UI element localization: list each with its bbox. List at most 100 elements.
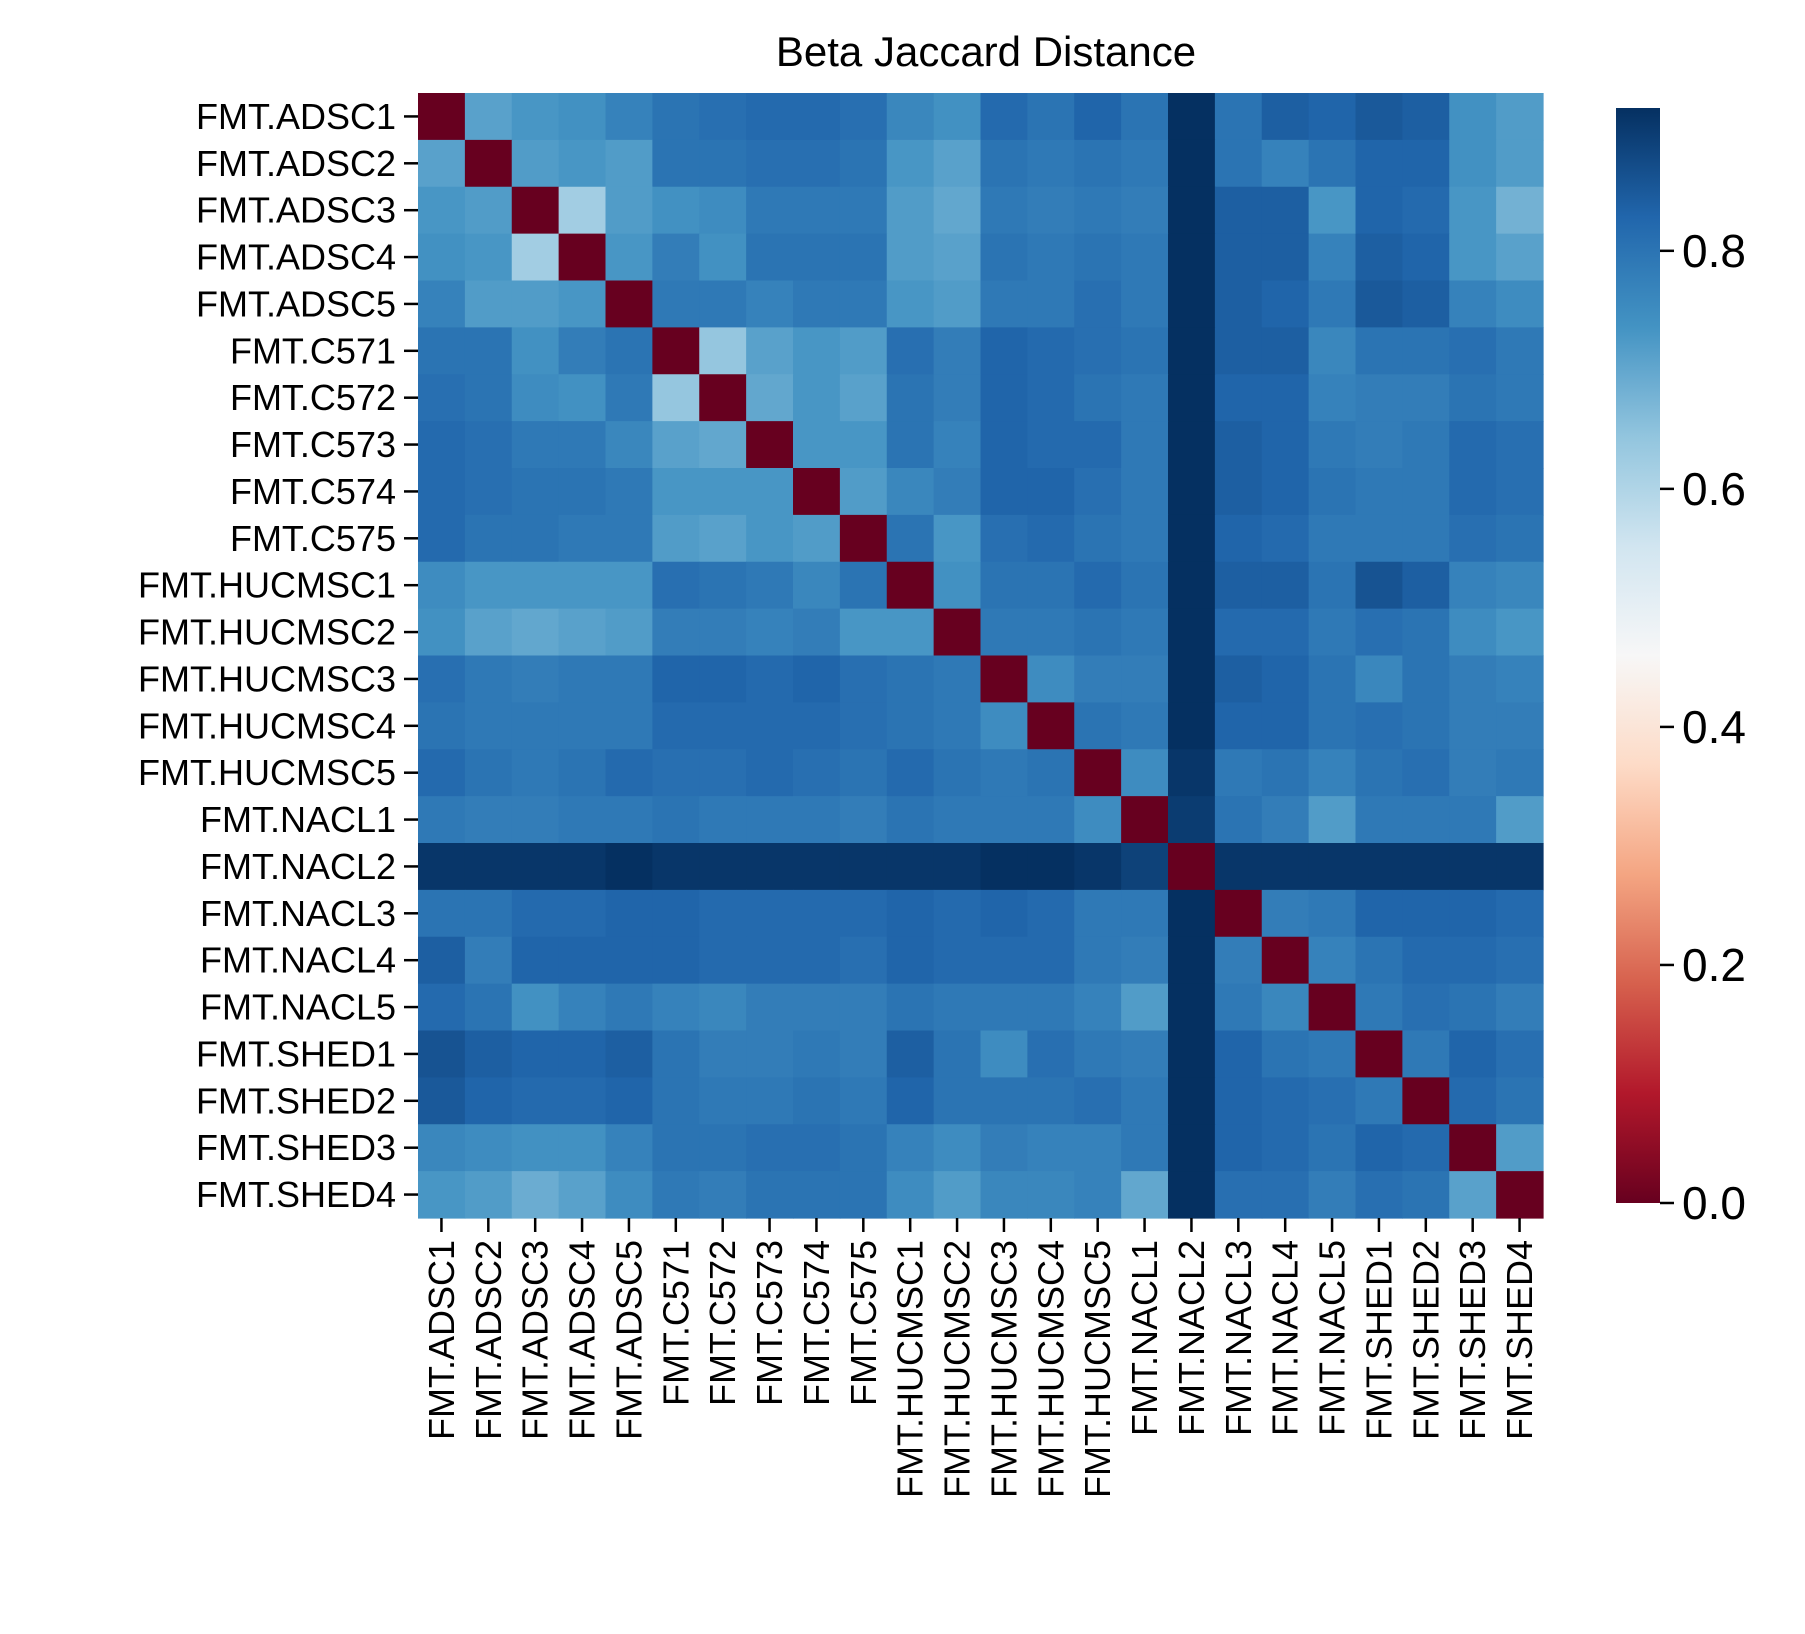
heatmap-cell — [746, 655, 794, 703]
heatmap-cell — [1121, 1030, 1169, 1078]
heatmap-cell — [1402, 374, 1450, 422]
heatmap-cell — [1402, 889, 1450, 938]
y-tick-label: FMT.SHED2 — [196, 1080, 396, 1121]
heatmap-cell — [1214, 421, 1263, 469]
heatmap-cell — [886, 374, 935, 422]
heatmap-cell — [1449, 983, 1497, 1032]
heatmap-cell — [699, 749, 747, 797]
heatmap-cell — [1355, 280, 1403, 328]
heatmap-cell — [1027, 936, 1075, 985]
heatmap-cell — [1402, 702, 1450, 750]
heatmap-cell — [839, 983, 888, 1032]
heatmap-cell — [746, 374, 794, 422]
heatmap-cell — [1355, 1171, 1403, 1219]
heatmap-cells — [418, 93, 1544, 1219]
heatmap-cell — [699, 843, 747, 891]
y-axis: FMT.ADSC1 FMT.ADSC2 FMT.ADSC3 FMT.ADSC4 FMT.… — [138, 96, 418, 1215]
y-tick-label: FMT.NACL3 — [200, 893, 396, 934]
heatmap-cell — [1308, 514, 1357, 563]
heatmap-cell — [511, 468, 560, 516]
x-tick-label: FMT.HUCMSC3 — [983, 1240, 1024, 1498]
heatmap-cell — [418, 749, 466, 797]
heatmap-cell — [793, 749, 841, 797]
heatmap-cell — [793, 421, 841, 469]
heatmap-cell — [1308, 983, 1357, 1032]
heatmap-cell — [1308, 561, 1357, 610]
heatmap-cell — [1449, 1077, 1497, 1125]
heatmap-cell — [1355, 608, 1403, 657]
heatmap-cell — [933, 1171, 982, 1219]
heatmap-cell — [1449, 796, 1497, 844]
heatmap-cell — [1402, 749, 1450, 797]
heatmap-cell — [746, 1077, 794, 1125]
heatmap-cell — [1168, 468, 1216, 516]
heatmap-cell — [1496, 608, 1544, 657]
colorbar-tick-label: 0.0 — [1682, 1177, 1746, 1229]
heatmap-cell — [1214, 93, 1263, 141]
heatmap-cell — [511, 139, 560, 188]
heatmap-cell — [418, 327, 466, 375]
heatmap-cell — [558, 233, 607, 282]
heatmap-cell — [1121, 843, 1169, 891]
heatmap-cell — [1074, 280, 1122, 328]
heatmap-cell — [1496, 749, 1544, 797]
heatmap-cell — [1449, 843, 1497, 891]
heatmap-cell — [558, 514, 607, 563]
heatmap-cell — [793, 374, 841, 422]
heatmap-cell — [1168, 608, 1216, 657]
heatmap-cell — [839, 749, 888, 797]
heatmap-cell — [605, 280, 653, 328]
heatmap-cell — [652, 93, 700, 141]
heatmap-cell — [1261, 468, 1310, 516]
heatmap-cell — [1214, 561, 1263, 610]
heatmap-cell — [418, 421, 466, 469]
heatmap-cell — [839, 280, 888, 328]
heatmap-cell — [558, 655, 607, 703]
heatmap-cell — [839, 1124, 888, 1172]
heatmap-cell — [933, 327, 982, 375]
y-tick-label: FMT.NACL1 — [200, 799, 396, 840]
heatmap-cell — [558, 983, 607, 1032]
heatmap-cell — [1496, 843, 1544, 891]
heatmap-cell — [558, 93, 607, 141]
heatmap-cell — [605, 843, 653, 891]
heatmap-cell — [605, 1171, 653, 1219]
heatmap-cell — [1121, 1171, 1169, 1219]
x-tick-label: FMT.NACL1 — [1124, 1240, 1165, 1436]
heatmap-cell — [1168, 936, 1216, 985]
heatmap-cell — [1027, 139, 1075, 188]
heatmap-cell — [605, 186, 653, 235]
x-tick-label: FMT.ADSC3 — [515, 1240, 556, 1440]
heatmap-cell — [1496, 139, 1544, 188]
heatmap-cell — [746, 1030, 794, 1078]
heatmap-cell — [1214, 889, 1263, 938]
heatmap-cell — [886, 1124, 935, 1172]
heatmap-cell — [418, 233, 466, 282]
heatmap-cell — [1074, 561, 1122, 610]
heatmap-cell — [464, 749, 513, 797]
heatmap-cell — [1214, 514, 1263, 563]
heatmap-cell — [1168, 139, 1216, 188]
heatmap-cell — [1121, 608, 1169, 657]
heatmap-cell — [605, 233, 653, 282]
heatmap-cell — [1308, 843, 1357, 891]
heatmap-cell — [652, 889, 700, 938]
x-tick-label: FMT.HUCMSC1 — [890, 1240, 931, 1498]
heatmap-cell — [464, 514, 513, 563]
heatmap-cell — [793, 468, 841, 516]
heatmap-cell — [1496, 280, 1544, 328]
heatmap-cell — [839, 1171, 888, 1219]
heatmap-cell — [652, 1077, 700, 1125]
heatmap-cell — [1449, 702, 1497, 750]
heatmap-cell — [933, 514, 982, 563]
heatmap-cell — [1308, 233, 1357, 282]
heatmap-cell — [1074, 327, 1122, 375]
heatmap-cell — [1027, 421, 1075, 469]
heatmap-cell — [1261, 93, 1310, 141]
heatmap-cell — [1074, 421, 1122, 469]
y-tick-label: FMT.NACL4 — [200, 940, 396, 981]
heatmap-cell — [418, 374, 466, 422]
colorbar-tick-label: 0.6 — [1682, 463, 1746, 515]
heatmap-cell — [1261, 1124, 1310, 1172]
